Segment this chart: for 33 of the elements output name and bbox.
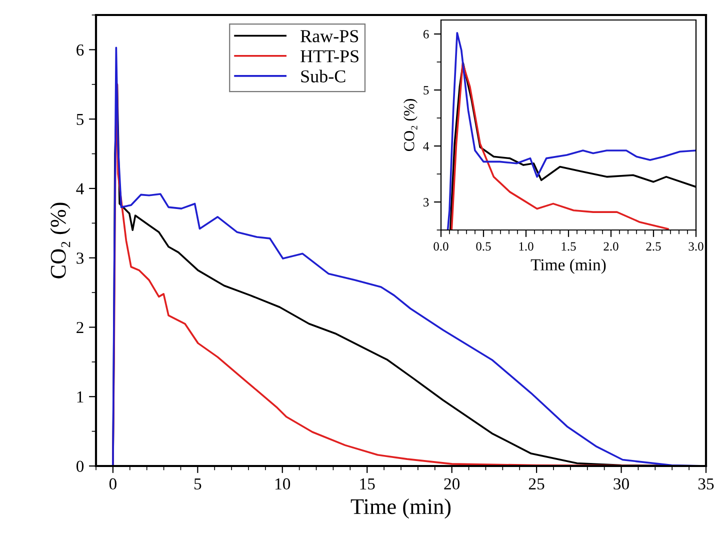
legend-label: Sub-C <box>301 70 346 82</box>
x-tick-label: 25 <box>528 478 544 490</box>
x-axis-title: Time (min) <box>530 258 606 274</box>
x-tick-label: 30 <box>614 478 629 490</box>
y-tick-label: 2 <box>76 322 84 334</box>
legend-label: HTT-PS <box>300 50 358 62</box>
x-tick-label: 0.0 <box>434 242 448 251</box>
x-tick-label: 0.5 <box>476 242 491 251</box>
x-tick-label: 20 <box>444 478 460 490</box>
y-tick-label: 5 <box>76 114 84 126</box>
y-tick-label: 5 <box>424 86 429 94</box>
y-axis-title: CO₂ (%) <box>404 99 418 152</box>
x-tick-label: 10 <box>276 478 290 490</box>
y-tick-label: 3 <box>424 198 429 206</box>
y-tick-label: 3 <box>76 252 84 264</box>
y-tick-label: 4 <box>423 142 429 150</box>
x-tick-label: 15 <box>360 478 375 490</box>
x-tick-label: 5 <box>194 478 202 490</box>
x-tick-label: 0 <box>109 478 116 490</box>
x-tick-label: 2.5 <box>646 242 661 251</box>
y-tick-label: 1 <box>77 391 84 402</box>
y-tick-label: 6 <box>76 44 84 56</box>
y-tick-label: 6 <box>423 30 429 38</box>
x-tick-label: 1.5 <box>562 242 576 251</box>
y-axis-title: CO₂ (%) <box>50 202 70 278</box>
x-tick-label: 2.0 <box>604 242 618 251</box>
x-axis-title: Time (min) <box>350 498 451 519</box>
y-tick-label: 0 <box>76 460 84 472</box>
legend-label: Raw-PS <box>300 30 358 42</box>
x-tick-label: 1.0 <box>519 242 534 251</box>
x-tick-label: 35 <box>698 478 714 490</box>
y-tick-label: 4 <box>76 183 84 194</box>
x-tick-label: 3.0 <box>688 242 704 251</box>
